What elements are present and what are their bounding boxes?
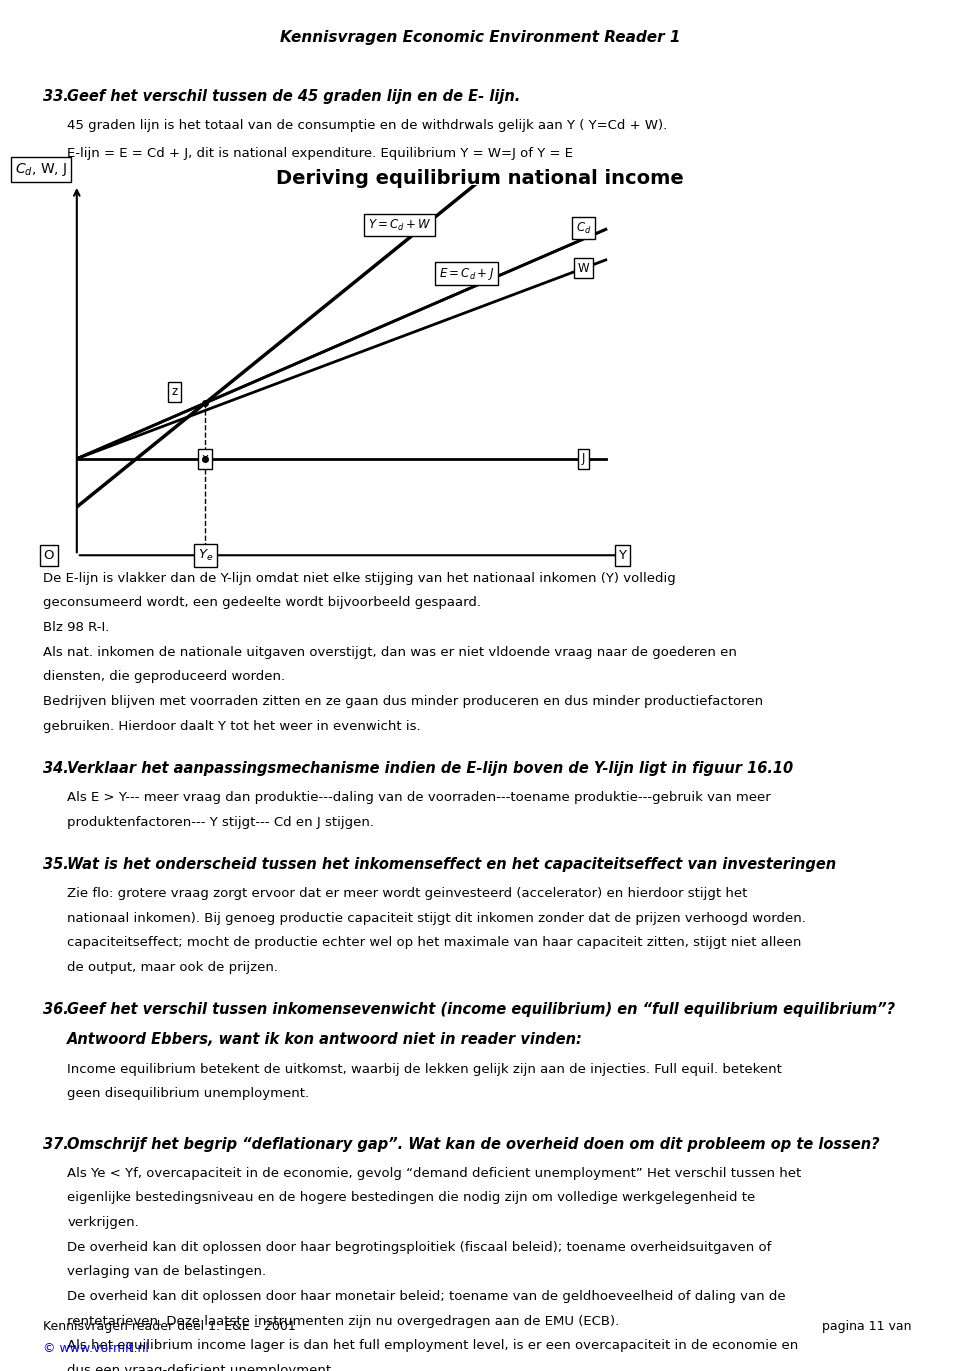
Text: rentetarieven. Deze laatste instrumenten zijn nu overgedragen aan de EMU (ECB).: rentetarieven. Deze laatste instrumenten…: [67, 1315, 619, 1327]
Text: De overheid kan dit oplossen door haar begrotingsploitiek (fiscaal beleid); toen: De overheid kan dit oplossen door haar b…: [67, 1241, 772, 1253]
Text: Omschrijf het begrip “deflationary gap”. Wat kan de overheid doen om dit problee: Omschrijf het begrip “deflationary gap”.…: [67, 1137, 879, 1152]
Text: geconsumeerd wordt, een gedeelte wordt bijvoorbeeld gespaard.: geconsumeerd wordt, een gedeelte wordt b…: [43, 596, 481, 609]
Text: verkrijgen.: verkrijgen.: [67, 1216, 139, 1228]
Text: produktenfactoren--- Y stijgt--- Cd en J stijgen.: produktenfactoren--- Y stijgt--- Cd en J…: [67, 816, 374, 828]
Text: 35.: 35.: [43, 857, 69, 872]
Text: Kennisvragen Economic Environment Reader 1: Kennisvragen Economic Environment Reader…: [279, 30, 681, 45]
Text: capaciteitseffect; mocht de productie echter wel op het maximale van haar capaci: capaciteitseffect; mocht de productie ec…: [67, 936, 802, 949]
Text: J: J: [582, 452, 586, 465]
Text: Zie flo: grotere vraag zorgt ervoor dat er meer wordt geinvesteerd (accelerator): Zie flo: grotere vraag zorgt ervoor dat …: [67, 887, 748, 899]
Text: Als E > Y--- meer vraag dan produktie---daling van de voorraden---toename produk: Als E > Y--- meer vraag dan produktie---…: [67, 791, 771, 803]
Text: Als nat. inkomen de nationale uitgaven overstijgt, dan was er niet vldoende vraa: Als nat. inkomen de nationale uitgaven o…: [43, 646, 737, 658]
Text: 37.: 37.: [43, 1137, 69, 1152]
Text: diensten, die geproduceerd worden.: diensten, die geproduceerd worden.: [43, 670, 285, 683]
Text: 33.: 33.: [43, 89, 69, 104]
Text: $Y = C_d + W$: $Y = C_d + W$: [368, 218, 432, 233]
Text: E-lijn = E = Cd + J, dit is national expenditure. Equilibrium Y = W=J of Y = E: E-lijn = E = Cd + J, dit is national exp…: [67, 147, 573, 159]
Text: Verklaar het aanpassingsmechanisme indien de E-lijn boven de Y-lijn ligt in figu: Verklaar het aanpassingsmechanisme indie…: [67, 761, 793, 776]
Text: De overheid kan dit oplossen door haar monetair beleid; toename van de geldhoeve: De overheid kan dit oplossen door haar m…: [67, 1290, 786, 1302]
Text: $C_d$: $C_d$: [576, 221, 591, 236]
Text: de output, maar ook de prijzen.: de output, maar ook de prijzen.: [67, 961, 278, 973]
Text: $E = C_d + J$: $E = C_d + J$: [439, 266, 494, 281]
Text: 36.: 36.: [43, 1002, 69, 1017]
Text: $Y_e$: $Y_e$: [198, 547, 213, 563]
Text: Deriving equilibrium national income: Deriving equilibrium national income: [276, 169, 684, 188]
Text: 34.: 34.: [43, 761, 69, 776]
Text: Geef het verschil tussen de 45 graden lijn en de E- lijn.: Geef het verschil tussen de 45 graden li…: [67, 89, 520, 104]
Text: eigenlijke bestedingsniveau en de hogere bestedingen die nodig zijn om volledige: eigenlijke bestedingsniveau en de hogere…: [67, 1191, 756, 1204]
Text: x: x: [202, 452, 208, 465]
Text: pagina 11 van: pagina 11 van: [823, 1320, 912, 1333]
Text: Income equilibrium betekent de uitkomst, waarbij de lekken gelijk zijn aan de in: Income equilibrium betekent de uitkomst,…: [67, 1063, 782, 1075]
Text: Antwoord Ebbers, want ik kon antwoord niet in reader vinden:: Antwoord Ebbers, want ik kon antwoord ni…: [67, 1032, 583, 1047]
Text: Wat is het onderscheid tussen het inkomenseffect en het capaciteitseffect van in: Wat is het onderscheid tussen het inkome…: [67, 857, 836, 872]
Text: Als Ye < Yf, overcapaciteit in de economie, gevolg “demand deficient unemploymen: Als Ye < Yf, overcapaciteit in de econom…: [67, 1167, 802, 1179]
Text: 45 graden lijn is het totaal van de consumptie en de withdrwals gelijk aan Y ( Y: 45 graden lijn is het totaal van de cons…: [67, 119, 667, 132]
Text: Blz 98 R-I.: Blz 98 R-I.: [43, 621, 109, 633]
Text: verlaging van de belastingen.: verlaging van de belastingen.: [67, 1265, 266, 1278]
Text: Kennisvragen reader deel 1: E&E – 2001: Kennisvragen reader deel 1: E&E – 2001: [43, 1320, 296, 1333]
Text: Geef het verschil tussen inkomensevenwicht (income equilibrium) en “full equilib: Geef het verschil tussen inkomensevenwic…: [67, 1002, 896, 1017]
Text: z: z: [172, 385, 178, 398]
Text: Y: Y: [618, 548, 627, 562]
Text: dus een vraag-deficient unemployment.: dus een vraag-deficient unemployment.: [67, 1364, 335, 1371]
Text: nationaal inkomen). Bij genoeg productie capaciteit stijgt dit inkomen zonder da: nationaal inkomen). Bij genoeg productie…: [67, 912, 806, 924]
Text: Als het equilibrium income lager is dan het full employment level, is er een ove: Als het equilibrium income lager is dan …: [67, 1339, 799, 1352]
Text: O: O: [44, 548, 54, 562]
Text: De E-lijn is vlakker dan de Y-lijn omdat niet elke stijging van het nationaal in: De E-lijn is vlakker dan de Y-lijn omdat…: [43, 572, 676, 584]
Text: gebruiken. Hierdoor daalt Y tot het weer in evenwicht is.: gebruiken. Hierdoor daalt Y tot het weer…: [43, 720, 420, 732]
Text: $C_d$, W, J: $C_d$, W, J: [15, 162, 67, 178]
Text: Bedrijven blijven met voorraden zitten en ze gaan dus minder produceren en dus m: Bedrijven blijven met voorraden zitten e…: [43, 695, 763, 707]
Text: © www.vormit.nl: © www.vormit.nl: [43, 1342, 149, 1355]
Text: W: W: [578, 262, 589, 274]
Text: geen disequilibrium unemployment.: geen disequilibrium unemployment.: [67, 1087, 309, 1100]
